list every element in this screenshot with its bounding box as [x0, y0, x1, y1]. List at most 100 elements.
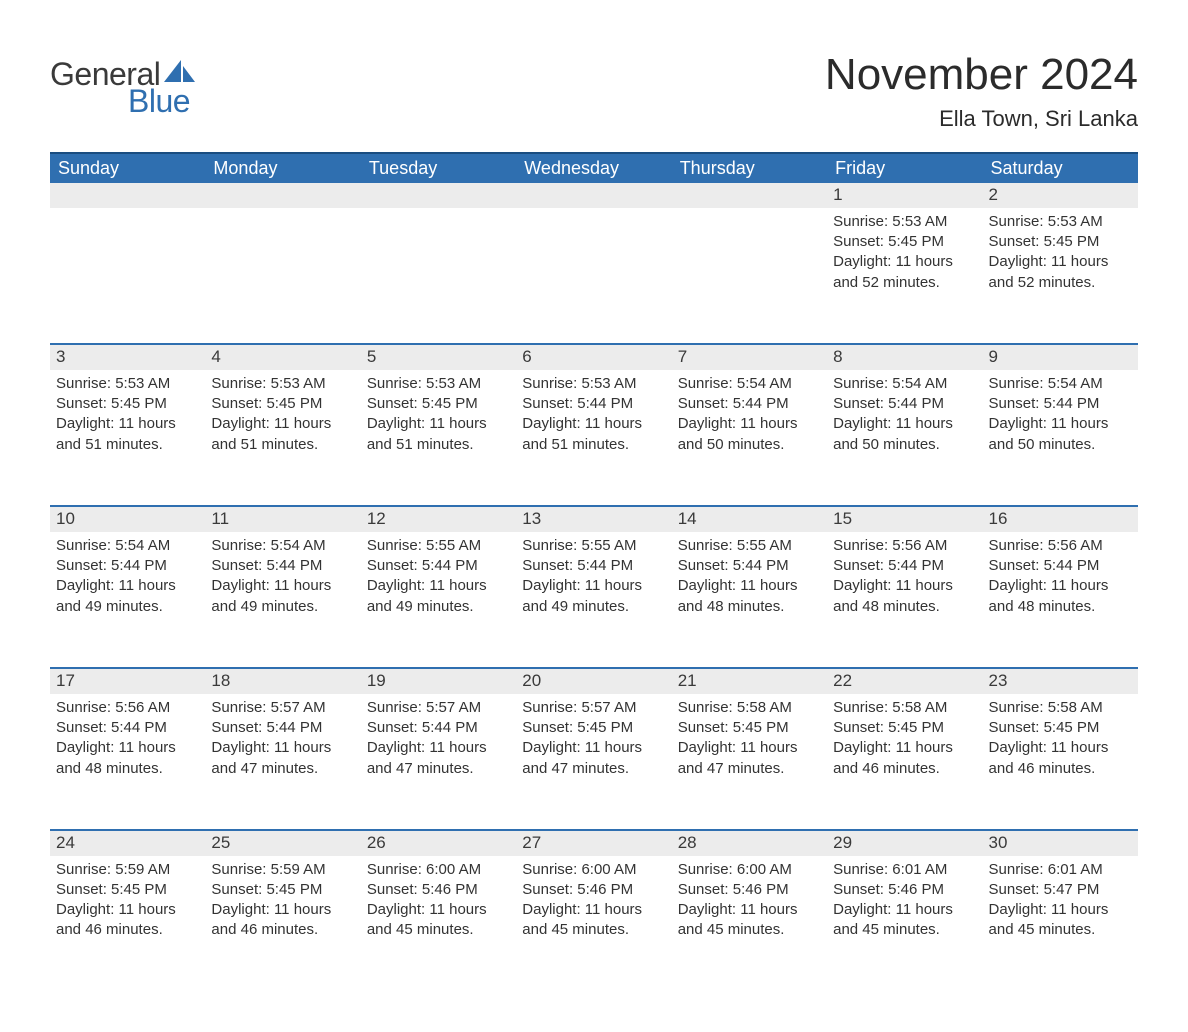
- daylight-line: Daylight: 11 hours and 49 minutes.: [367, 576, 510, 617]
- day-cell: Sunrise: 5:54 AMSunset: 5:44 PMDaylight:…: [205, 532, 360, 668]
- daylight-line: Daylight: 11 hours and 48 minutes.: [833, 576, 976, 617]
- day-cell: Sunrise: 5:53 AMSunset: 5:45 PMDaylight:…: [361, 370, 516, 506]
- day-number: 11: [205, 506, 360, 532]
- sunrise-line: Sunrise: 5:58 AM: [678, 698, 821, 718]
- daylight-line: Daylight: 11 hours and 52 minutes.: [989, 252, 1132, 293]
- empty-daynum: [516, 183, 671, 208]
- day-content: Sunrise: 5:56 AMSunset: 5:44 PMDaylight:…: [983, 532, 1138, 627]
- sunset-line: Sunset: 5:44 PM: [678, 556, 821, 576]
- day-content: Sunrise: 5:56 AMSunset: 5:44 PMDaylight:…: [50, 694, 205, 789]
- day-number: 18: [205, 668, 360, 694]
- day-content: Sunrise: 5:59 AMSunset: 5:45 PMDaylight:…: [50, 856, 205, 951]
- day-cell: Sunrise: 5:55 AMSunset: 5:44 PMDaylight:…: [516, 532, 671, 668]
- daylight-line: Daylight: 11 hours and 46 minutes.: [211, 900, 354, 941]
- day-number-row: 3456789: [50, 344, 1138, 370]
- sunset-line: Sunset: 5:45 PM: [989, 718, 1132, 738]
- day-cell: Sunrise: 5:53 AMSunset: 5:45 PMDaylight:…: [827, 208, 982, 344]
- daylight-line: Daylight: 11 hours and 46 minutes.: [56, 900, 199, 941]
- day-cell: Sunrise: 6:01 AMSunset: 5:46 PMDaylight:…: [827, 856, 982, 992]
- day-number: 12: [361, 506, 516, 532]
- sunset-line: Sunset: 5:45 PM: [678, 718, 821, 738]
- day-content: Sunrise: 5:56 AMSunset: 5:44 PMDaylight:…: [827, 532, 982, 627]
- day-number: 21: [672, 668, 827, 694]
- sunset-line: Sunset: 5:44 PM: [522, 556, 665, 576]
- day-header: Sunday: [50, 153, 205, 183]
- day-number: 13: [516, 506, 671, 532]
- sunrise-line: Sunrise: 6:01 AM: [989, 860, 1132, 880]
- day-cell: Sunrise: 5:54 AMSunset: 5:44 PMDaylight:…: [50, 532, 205, 668]
- day-cell: Sunrise: 5:58 AMSunset: 5:45 PMDaylight:…: [672, 694, 827, 830]
- empty-cell: [50, 208, 205, 344]
- day-content: Sunrise: 5:57 AMSunset: 5:44 PMDaylight:…: [205, 694, 360, 789]
- daylight-line: Daylight: 11 hours and 50 minutes.: [989, 414, 1132, 455]
- sunrise-line: Sunrise: 5:55 AM: [367, 536, 510, 556]
- sunrise-line: Sunrise: 6:00 AM: [367, 860, 510, 880]
- sunset-line: Sunset: 5:44 PM: [833, 556, 976, 576]
- daylight-line: Daylight: 11 hours and 49 minutes.: [56, 576, 199, 617]
- sunset-line: Sunset: 5:44 PM: [56, 718, 199, 738]
- sunset-line: Sunset: 5:44 PM: [367, 556, 510, 576]
- day-content: Sunrise: 6:00 AMSunset: 5:46 PMDaylight:…: [516, 856, 671, 951]
- day-cell: Sunrise: 6:01 AMSunset: 5:47 PMDaylight:…: [983, 856, 1138, 992]
- day-number: 1: [827, 183, 982, 208]
- sunset-line: Sunset: 5:46 PM: [678, 880, 821, 900]
- daylight-line: Daylight: 11 hours and 51 minutes.: [367, 414, 510, 455]
- day-number: 29: [827, 830, 982, 856]
- day-cell: Sunrise: 5:56 AMSunset: 5:44 PMDaylight:…: [50, 694, 205, 830]
- sunrise-line: Sunrise: 5:54 AM: [678, 374, 821, 394]
- day-content: Sunrise: 5:53 AMSunset: 5:45 PMDaylight:…: [827, 208, 982, 303]
- daylight-line: Daylight: 11 hours and 51 minutes.: [522, 414, 665, 455]
- day-cell: Sunrise: 5:59 AMSunset: 5:45 PMDaylight:…: [205, 856, 360, 992]
- sunrise-line: Sunrise: 5:53 AM: [522, 374, 665, 394]
- empty-daynum: [361, 183, 516, 208]
- day-header: Saturday: [983, 153, 1138, 183]
- sunset-line: Sunset: 5:45 PM: [56, 880, 199, 900]
- day-content: Sunrise: 5:54 AMSunset: 5:44 PMDaylight:…: [205, 532, 360, 627]
- empty-daynum: [50, 183, 205, 208]
- daylight-line: Daylight: 11 hours and 45 minutes.: [678, 900, 821, 941]
- day-cell: Sunrise: 5:55 AMSunset: 5:44 PMDaylight:…: [672, 532, 827, 668]
- day-content: Sunrise: 5:58 AMSunset: 5:45 PMDaylight:…: [672, 694, 827, 789]
- sunset-line: Sunset: 5:45 PM: [211, 880, 354, 900]
- day-cell: Sunrise: 5:56 AMSunset: 5:44 PMDaylight:…: [983, 532, 1138, 668]
- day-content-row: Sunrise: 5:56 AMSunset: 5:44 PMDaylight:…: [50, 694, 1138, 830]
- day-content: Sunrise: 5:59 AMSunset: 5:45 PMDaylight:…: [205, 856, 360, 951]
- sunset-line: Sunset: 5:44 PM: [211, 556, 354, 576]
- day-content: Sunrise: 5:55 AMSunset: 5:44 PMDaylight:…: [361, 532, 516, 627]
- sunset-line: Sunset: 5:45 PM: [833, 718, 976, 738]
- day-header: Tuesday: [361, 153, 516, 183]
- day-content: Sunrise: 5:53 AMSunset: 5:44 PMDaylight:…: [516, 370, 671, 465]
- day-number: 23: [983, 668, 1138, 694]
- day-cell: Sunrise: 5:57 AMSunset: 5:45 PMDaylight:…: [516, 694, 671, 830]
- day-content: Sunrise: 6:00 AMSunset: 5:46 PMDaylight:…: [361, 856, 516, 951]
- day-header: Thursday: [672, 153, 827, 183]
- sunset-line: Sunset: 5:47 PM: [989, 880, 1132, 900]
- day-number-row: 10111213141516: [50, 506, 1138, 532]
- day-cell: Sunrise: 5:57 AMSunset: 5:44 PMDaylight:…: [205, 694, 360, 830]
- sunset-line: Sunset: 5:45 PM: [522, 718, 665, 738]
- daylight-line: Daylight: 11 hours and 48 minutes.: [989, 576, 1132, 617]
- day-number: 7: [672, 344, 827, 370]
- day-content: Sunrise: 5:53 AMSunset: 5:45 PMDaylight:…: [361, 370, 516, 465]
- daylight-line: Daylight: 11 hours and 47 minutes.: [211, 738, 354, 779]
- day-number: 6: [516, 344, 671, 370]
- daylight-line: Daylight: 11 hours and 48 minutes.: [678, 576, 821, 617]
- daylight-line: Daylight: 11 hours and 50 minutes.: [833, 414, 976, 455]
- daylight-line: Daylight: 11 hours and 48 minutes.: [56, 738, 199, 779]
- daylight-line: Daylight: 11 hours and 45 minutes.: [522, 900, 665, 941]
- sunset-line: Sunset: 5:46 PM: [833, 880, 976, 900]
- daylight-line: Daylight: 11 hours and 49 minutes.: [211, 576, 354, 617]
- sunset-line: Sunset: 5:46 PM: [367, 880, 510, 900]
- day-content: Sunrise: 5:54 AMSunset: 5:44 PMDaylight:…: [983, 370, 1138, 465]
- day-number: 4: [205, 344, 360, 370]
- day-number: 17: [50, 668, 205, 694]
- daylight-line: Daylight: 11 hours and 51 minutes.: [211, 414, 354, 455]
- day-content-row: Sunrise: 5:54 AMSunset: 5:44 PMDaylight:…: [50, 532, 1138, 668]
- daylight-line: Daylight: 11 hours and 50 minutes.: [678, 414, 821, 455]
- location: Ella Town, Sri Lanka: [825, 106, 1138, 132]
- sunrise-line: Sunrise: 6:00 AM: [678, 860, 821, 880]
- daylight-line: Daylight: 11 hours and 47 minutes.: [367, 738, 510, 779]
- day-number: 3: [50, 344, 205, 370]
- day-cell: Sunrise: 5:54 AMSunset: 5:44 PMDaylight:…: [672, 370, 827, 506]
- day-cell: Sunrise: 5:54 AMSunset: 5:44 PMDaylight:…: [983, 370, 1138, 506]
